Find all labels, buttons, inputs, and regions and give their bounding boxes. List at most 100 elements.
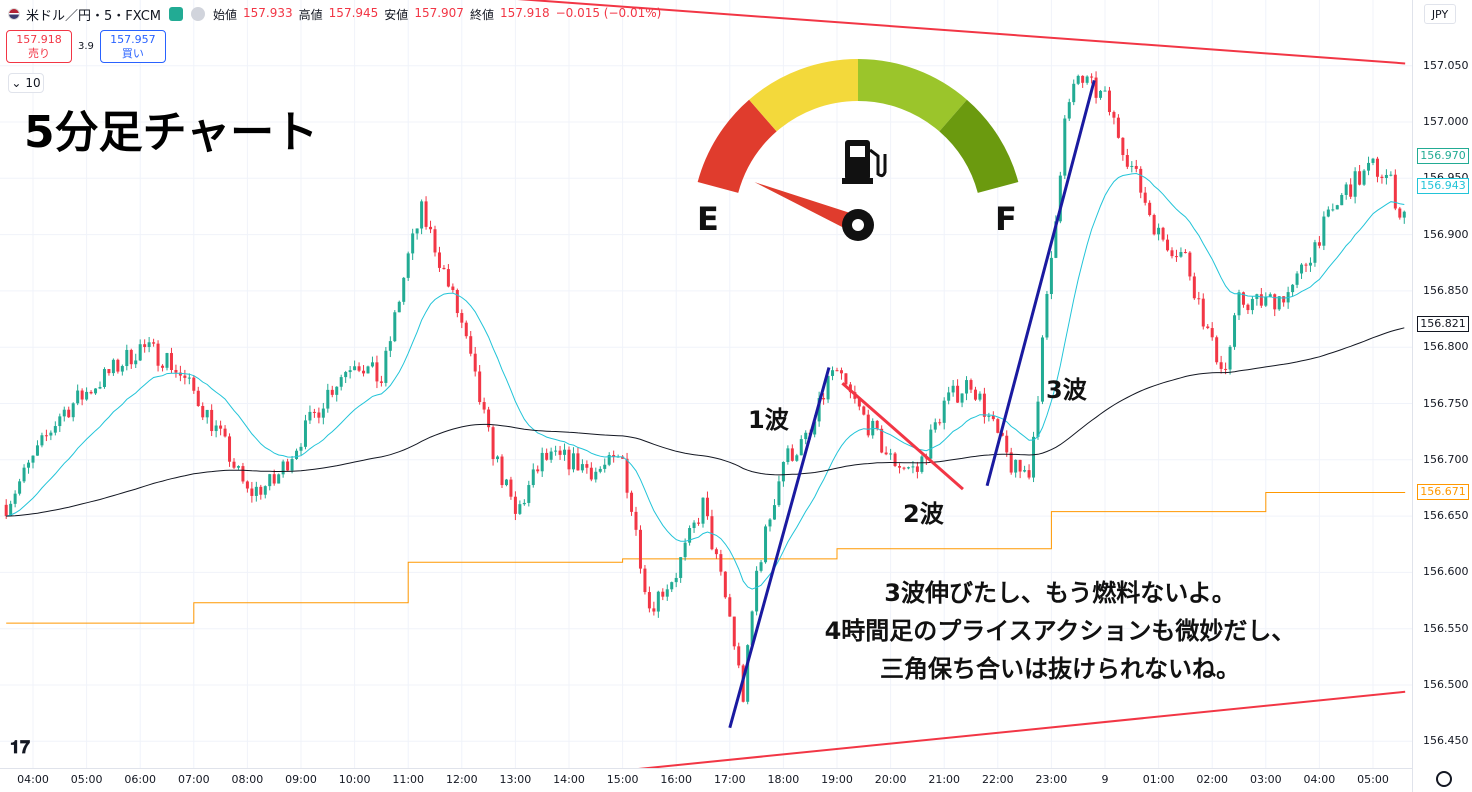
candle-body bbox=[674, 577, 678, 583]
upper-trendline bbox=[517, 0, 1406, 65]
candle-body bbox=[1067, 102, 1071, 119]
candle-body bbox=[85, 391, 89, 400]
candle-body bbox=[571, 453, 575, 470]
candle-body bbox=[504, 479, 508, 486]
lower-trendline bbox=[638, 690, 1406, 768]
change-value: −0.015 (−0.01%) bbox=[555, 5, 662, 20]
candle-body bbox=[656, 591, 660, 612]
candle-body bbox=[1344, 184, 1348, 195]
candle-body bbox=[1103, 90, 1107, 92]
candle-body bbox=[344, 372, 348, 378]
candle-body bbox=[1224, 368, 1228, 370]
x-tick-label: 06:00 bbox=[124, 773, 157, 786]
price-axis[interactable]: JPY 157.050157.000156.950156.900156.8501… bbox=[1412, 0, 1472, 792]
fuel-pump-icon bbox=[842, 140, 887, 184]
candle-body bbox=[1188, 252, 1192, 277]
candle-body bbox=[1116, 117, 1120, 138]
x-tick-label: 12:00 bbox=[445, 773, 478, 786]
candle-body bbox=[1380, 176, 1384, 179]
candle-body bbox=[178, 372, 182, 376]
candle-body bbox=[1291, 284, 1295, 293]
candle-body bbox=[1295, 273, 1299, 285]
candle-body bbox=[1121, 137, 1125, 156]
indicators-toggle[interactable]: ⌄ 10 bbox=[8, 73, 44, 93]
candle-body bbox=[22, 467, 26, 482]
us-flag-icon bbox=[8, 8, 20, 20]
candle-body bbox=[286, 461, 290, 471]
indicator-count: 10 bbox=[25, 76, 41, 90]
candle-body bbox=[1273, 294, 1277, 310]
candle-body bbox=[759, 562, 763, 571]
y-tick-label: 157.000 bbox=[1423, 115, 1469, 128]
currency-button[interactable]: JPY bbox=[1424, 4, 1456, 24]
candle-body bbox=[27, 462, 31, 468]
price-chart[interactable] bbox=[0, 0, 1412, 768]
candle-body bbox=[169, 353, 173, 370]
buy-label: 買い bbox=[121, 47, 144, 60]
candle-body bbox=[982, 393, 986, 417]
candle-body bbox=[420, 201, 424, 229]
candle-body bbox=[665, 589, 669, 597]
candle-body bbox=[1045, 294, 1049, 338]
symbol-name[interactable]: 米ドル／円・5・FXCM bbox=[26, 8, 162, 24]
fuel-pump-window bbox=[850, 146, 865, 157]
candle-body bbox=[1384, 174, 1388, 179]
bookmark-icon[interactable] bbox=[169, 7, 184, 21]
candle-body bbox=[580, 464, 584, 471]
candle-body bbox=[379, 381, 383, 383]
candle-body bbox=[1233, 315, 1237, 347]
candle-body bbox=[786, 448, 790, 462]
gear-icon[interactable] bbox=[1436, 771, 1452, 787]
candle-body bbox=[746, 645, 750, 702]
sell-button[interactable]: 157.918 売り bbox=[6, 30, 72, 63]
candle-body bbox=[357, 366, 361, 371]
low-value: 157.907 bbox=[414, 5, 464, 20]
buy-button[interactable]: 157.957 買い bbox=[99, 30, 166, 63]
x-tick-label: 10:00 bbox=[338, 773, 371, 786]
candle-body bbox=[254, 486, 258, 496]
candle-body bbox=[411, 233, 415, 254]
candle-body bbox=[277, 474, 281, 484]
candle-body bbox=[719, 554, 723, 572]
candles-layer bbox=[4, 71, 1406, 705]
candle-body bbox=[1125, 155, 1129, 167]
minus-icon[interactable] bbox=[191, 7, 206, 21]
candle-body bbox=[366, 366, 370, 374]
candle-body bbox=[1183, 252, 1187, 254]
candle-body bbox=[147, 342, 151, 347]
candle-body bbox=[612, 455, 616, 457]
candle-body bbox=[607, 455, 611, 465]
candle-body bbox=[862, 406, 866, 415]
price-tag: 156.821 bbox=[1417, 315, 1469, 332]
candle-body bbox=[18, 481, 22, 494]
candle-body bbox=[947, 392, 951, 401]
open-label: 始値 bbox=[213, 7, 238, 22]
gauge-empty-label: E bbox=[697, 200, 719, 238]
candle-body bbox=[772, 505, 776, 520]
x-tick-label: 18:00 bbox=[767, 773, 800, 786]
wave-2-label: 2波 bbox=[903, 500, 944, 528]
candle-body bbox=[1009, 452, 1013, 473]
candle-body bbox=[536, 469, 540, 472]
candle-body bbox=[1054, 221, 1058, 258]
gauge-lightgreen-segment bbox=[858, 59, 967, 132]
price-tag: 156.970 bbox=[1417, 147, 1469, 164]
gauge-needle bbox=[754, 182, 862, 234]
candle-body bbox=[1371, 158, 1375, 163]
candle-body bbox=[76, 390, 80, 404]
x-tick-label: 01:00 bbox=[1142, 773, 1175, 786]
candle-body bbox=[781, 461, 785, 482]
candle-body bbox=[415, 228, 419, 234]
candle-body bbox=[1081, 75, 1085, 83]
candle-body bbox=[1331, 209, 1335, 211]
candle-body bbox=[446, 269, 450, 287]
candle-body bbox=[1250, 298, 1254, 311]
candle-body bbox=[94, 388, 98, 394]
candle-body bbox=[558, 450, 562, 455]
gauge-full-label: F bbox=[995, 200, 1017, 238]
x-tick-label: 04:00 bbox=[1303, 773, 1336, 786]
candle-body bbox=[1139, 168, 1143, 193]
time-axis[interactable]: 04:00 05:00 06:00 07:00 08:00 09:00 10:00 11:00… bbox=[0, 768, 1412, 792]
candle-body bbox=[442, 267, 446, 270]
candle-body bbox=[1246, 304, 1250, 311]
